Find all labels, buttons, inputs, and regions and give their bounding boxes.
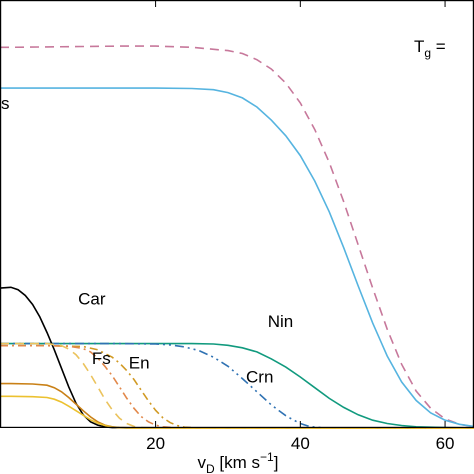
axis-ticks-group: 20 40 60 (146, 0, 455, 453)
x-tick-label: 40 (291, 434, 310, 453)
x-axis-label-main: v (198, 453, 207, 472)
series-line-nin (0, 342, 474, 429)
x-axis-label-unit: [km s (215, 453, 260, 472)
curve-labels-group: s Nin Crn Car En Fs (1, 94, 293, 387)
x-tick-label: 20 (146, 434, 165, 453)
series-line-fs (0, 342, 474, 429)
series-line-unlabeled-9 (0, 395, 474, 429)
series-line-unlabeled-0 (0, 45, 474, 428)
curve-label-fs: Fs (92, 349, 111, 368)
series-line-crn (0, 342, 474, 429)
temperature-annotation: Tg = (414, 37, 446, 60)
curve-label-crn: Crn (246, 368, 273, 387)
x-axis-label-close: ] (274, 453, 279, 472)
curve-label-car: Car (78, 290, 106, 309)
curve-label-en: En (129, 353, 150, 372)
x-axis-label: vD [km s−1] (198, 450, 279, 474)
x-tick-label: 60 (436, 434, 455, 453)
curve-label-nin: Nin (268, 312, 294, 331)
curves-group (0, 45, 474, 429)
series-line-en (0, 344, 474, 429)
annotation-rest: = (431, 37, 446, 56)
curve-label-s: s (1, 94, 10, 113)
series-line-unlabeled-6 (0, 344, 474, 429)
plot-frame (0, 0, 474, 428)
annotation-main: T (414, 37, 424, 56)
annotation-sub: g (424, 46, 431, 60)
x-axis-label-sup: −1 (260, 450, 274, 464)
series-line-s (0, 87, 474, 428)
x-axis-label-sub: D (206, 462, 215, 474)
